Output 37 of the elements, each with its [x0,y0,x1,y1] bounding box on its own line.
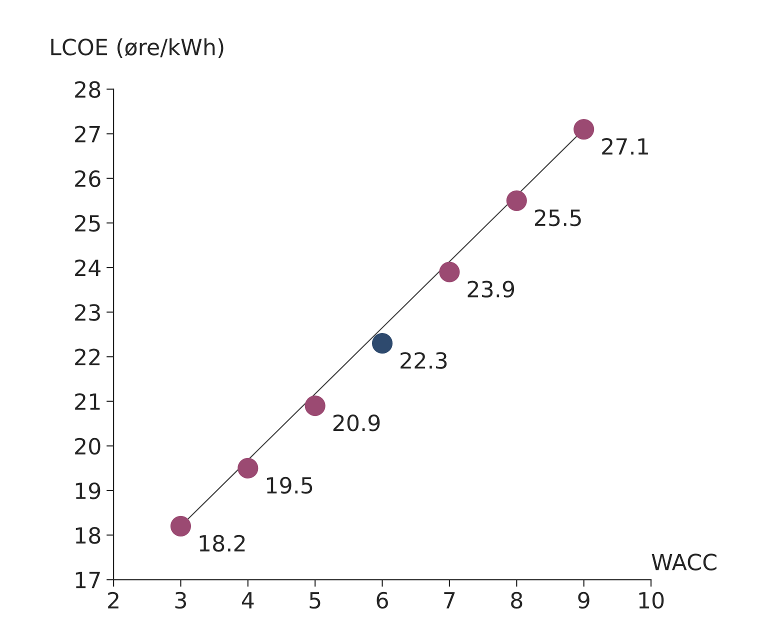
x-axis-title: WACC [652,554,716,570]
x-tick-label: 3 [175,592,186,609]
x-tick-label: 7 [444,592,455,608]
data-label: 18.2 [200,534,245,552]
y-tick-label: 28 [75,81,100,98]
y-tick-label: 20 [75,438,100,455]
point [574,119,594,140]
point [439,262,460,282]
y-tick-label: 19 [76,482,100,500]
x-tick-label: 2 [108,592,118,608]
data-label: 25.5 [534,209,581,226]
y-tick-label: 24 [75,259,100,276]
y-tick-label: 22 [75,348,100,366]
point [170,516,192,536]
y-axis-title: LCOE (øre/kWh) [51,38,224,58]
data-label: 23.9 [468,280,514,298]
y-tick-label: 17 [76,572,100,588]
data-label: 20.9 [333,414,380,432]
data-label: 19.5 [267,476,312,494]
data-label: 27.1 [602,138,648,155]
x-tick-label: 9 [578,592,590,609]
y-tick-label: 25 [75,214,100,232]
data-label: 22.3 [400,352,447,369]
y-tick-label: 18 [76,527,100,544]
y-tick-label: 21 [75,393,100,410]
x-tick-label: 4 [242,592,254,608]
x-tick-label: 10 [639,592,664,609]
y-tick-label: 27 [75,126,100,142]
y-tick-label: 26 [75,170,100,188]
point [506,190,527,211]
x-tick-label: 8 [511,592,522,609]
point [304,395,326,416]
point [372,333,393,354]
y-tick-label: 23 [75,304,100,321]
x-tick-label: 5 [310,592,320,609]
x-tick-label: 6 [376,592,388,609]
point [238,458,258,478]
